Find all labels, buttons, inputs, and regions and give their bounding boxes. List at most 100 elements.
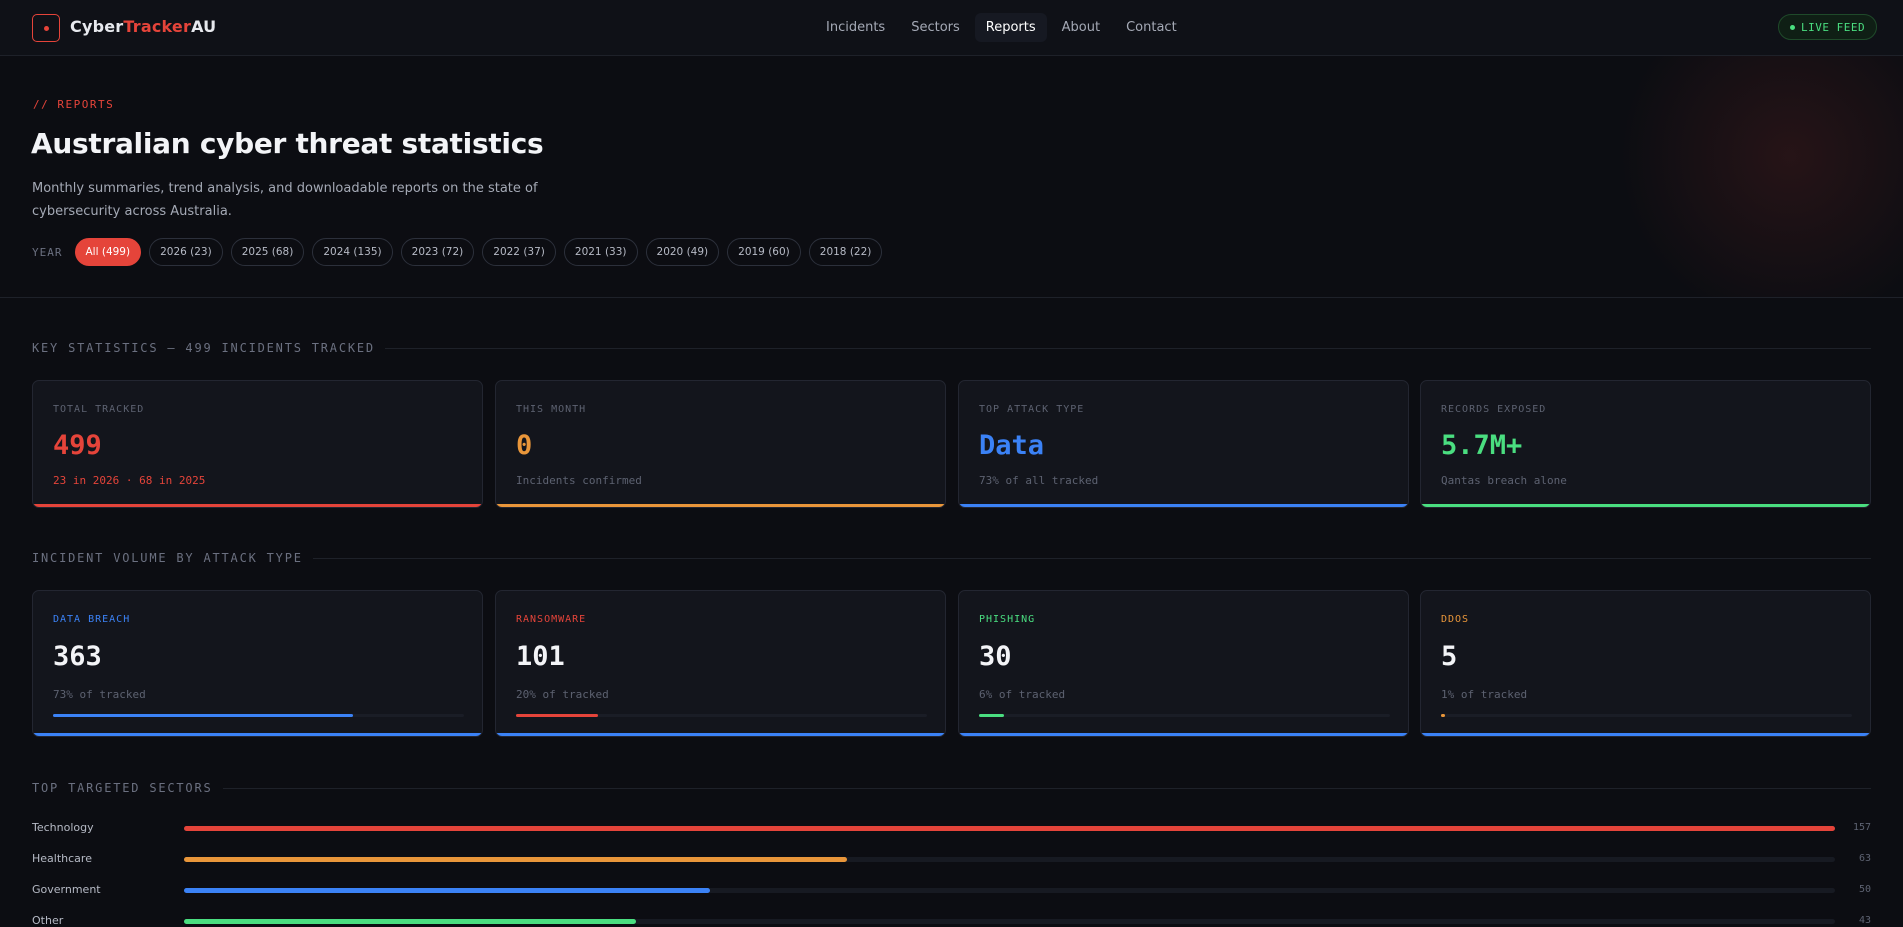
sector-name: Government — [32, 883, 101, 896]
attack-share: 73% of tracked — [53, 688, 146, 701]
volume-card-ransomware: RANSOMWARE 101 20% of tracked — [495, 590, 946, 737]
volume-heading-text: INCIDENT VOLUME BY ATTACK TYPE — [32, 551, 303, 565]
sectors-heading-text: TOP TARGETED SECTORS — [32, 781, 213, 795]
logo-dot — [43, 25, 49, 31]
card-accent-bar — [1421, 733, 1870, 736]
stat-label: TOTAL TRACKED — [53, 404, 145, 415]
divider — [312, 557, 1871, 559]
volume-heading: INCIDENT VOLUME BY ATTACK TYPE — [32, 551, 1871, 565]
sector-name: Other — [32, 914, 64, 927]
sector-bar-fill — [184, 857, 847, 862]
sector-bar-track — [184, 857, 1835, 862]
volume-card-data-breach: DATA BREACH 363 73% of tracked — [32, 590, 483, 737]
attack-share: 1% of tracked — [1441, 688, 1528, 701]
sector-bar-fill — [184, 919, 637, 924]
year-pill-2018[interactable]: 2018 (22) — [808, 238, 883, 266]
share-bar-fill — [1441, 714, 1446, 717]
live-feed-label: LIVE FEED — [1801, 20, 1866, 34]
nav-link-sectors[interactable]: Sectors — [911, 20, 960, 35]
sector-count: 63 — [1858, 853, 1871, 864]
stat-value: 5.7M+ — [1441, 430, 1523, 461]
share-bar-fill — [516, 714, 599, 717]
year-pill-2022[interactable]: 2022 (37) — [482, 238, 556, 266]
logo-icon[interactable] — [32, 14, 60, 42]
sector-name: Technology — [32, 821, 94, 834]
sector-row-government: Government 50 — [32, 883, 1871, 897]
stat-note: 73% of all tracked — [979, 474, 1099, 487]
share-bar-fill — [53, 714, 354, 717]
attack-count: 30 — [979, 641, 1012, 672]
nav-link-reports[interactable]: Reports — [974, 13, 1047, 42]
share-bar-track — [53, 714, 464, 717]
attack-type-label: PHISHING — [979, 614, 1036, 625]
share-bar-track — [979, 714, 1390, 717]
brand-name[interactable]: CyberTrackerAU — [70, 17, 216, 36]
year-filter-label: YEAR — [32, 245, 63, 259]
card-accent-bar — [959, 504, 1408, 507]
year-pill-2025[interactable]: 2025 (68) — [230, 238, 305, 266]
sector-count: 43 — [1858, 915, 1871, 926]
attack-share: 20% of tracked — [516, 688, 609, 701]
nav-link-contact[interactable]: Contact — [1126, 20, 1177, 35]
share-bar-track — [516, 714, 927, 717]
attack-share: 6% of tracked — [979, 688, 1066, 701]
attack-count: 363 — [53, 641, 102, 672]
stat-card-records-exposed: RECORDS EXPOSED 5.7M+ Qantas breach alon… — [1420, 380, 1871, 508]
stat-label: RECORDS EXPOSED — [1441, 404, 1547, 415]
page-subtitle: Monthly summaries, trend analysis, and d… — [32, 181, 538, 219]
stat-label: TOP ATTACK TYPE — [979, 404, 1085, 415]
stat-note: Incidents confirmed — [516, 474, 642, 487]
brand-part-cyber: Cyber — [70, 17, 124, 36]
attack-count: 101 — [516, 641, 565, 672]
stat-note: 23 in 2026 · 68 in 2025 — [53, 474, 206, 487]
share-bar-track — [1441, 714, 1852, 717]
attack-type-label: RANSOMWARE — [516, 614, 587, 625]
year-pill-2024[interactable]: 2024 (135) — [312, 238, 393, 266]
page-eyebrow: // REPORTS — [33, 98, 115, 111]
stat-card-top-attack: TOP ATTACK TYPE Data 73% of all tracked — [958, 380, 1409, 508]
stat-note: Qantas breach alone — [1441, 474, 1567, 487]
attack-type-label: DDOS — [1441, 614, 1470, 625]
nav-link-about[interactable]: About — [1061, 20, 1101, 35]
live-dot-icon — [1790, 24, 1795, 30]
volume-card-ddos: DDOS 5 1% of tracked — [1420, 590, 1871, 737]
divider — [384, 347, 1871, 349]
year-pill-2023[interactable]: 2023 (72) — [400, 238, 475, 266]
year-pill-2020[interactable]: 2020 (49) — [645, 238, 720, 266]
volume-card-phishing: PHISHING 30 6% of tracked — [958, 590, 1409, 737]
sector-row-other: Other 43 — [32, 914, 1871, 927]
stat-card-this-month: THIS MONTH 0 Incidents confirmed — [495, 380, 946, 508]
card-accent-bar — [1421, 504, 1870, 507]
card-accent-bar — [496, 504, 945, 507]
year-pill-all[interactable]: All (499) — [74, 238, 142, 266]
year-pill-2021[interactable]: 2021 (33) — [563, 238, 638, 266]
page-title: Australian cyber threat statistics — [31, 127, 544, 160]
nav-links: Incidents Sectors Reports About Contact — [815, 13, 1188, 42]
sector-count: 50 — [1858, 884, 1871, 895]
card-accent-bar — [959, 733, 1408, 736]
card-accent-bar — [496, 733, 945, 736]
brand-part-au: AU — [191, 17, 217, 36]
sector-bar-fill — [184, 888, 710, 893]
year-filter: YEAR All (499) 2026 (23) 2025 (68) 2024 … — [32, 238, 883, 266]
brand-part-tracker: Tracker — [123, 17, 192, 36]
year-pill-2019[interactable]: 2019 (60) — [727, 238, 801, 266]
live-feed-badge[interactable]: LIVE FEED — [1778, 14, 1878, 40]
attack-type-label: DATA BREACH — [53, 614, 131, 625]
top-nav: CyberTrackerAU Incidents Sectors Reports… — [0, 0, 1903, 56]
sector-bar-track — [184, 919, 1835, 924]
sector-row-healthcare: Healthcare 63 — [32, 852, 1871, 866]
card-accent-bar — [33, 504, 482, 507]
stat-card-total: TOTAL TRACKED 499 23 in 2026 · 68 in 202… — [32, 380, 483, 508]
key-stats-heading: KEY STATISTICS — 499 INCIDENTS TRACKED — [32, 341, 1871, 355]
sector-row-technology: Technology 157 — [32, 821, 1871, 835]
sector-bar-track — [184, 826, 1835, 831]
hero-section: // REPORTS Australian cyber threat stati… — [0, 56, 1903, 298]
card-accent-bar — [33, 733, 482, 736]
sector-bar-fill — [184, 826, 1835, 831]
stat-value: 0 — [516, 430, 533, 461]
nav-link-incidents[interactable]: Incidents — [826, 20, 886, 35]
stat-value: 499 — [53, 430, 102, 461]
attack-count: 5 — [1441, 641, 1458, 672]
year-pill-2026[interactable]: 2026 (23) — [149, 238, 223, 266]
